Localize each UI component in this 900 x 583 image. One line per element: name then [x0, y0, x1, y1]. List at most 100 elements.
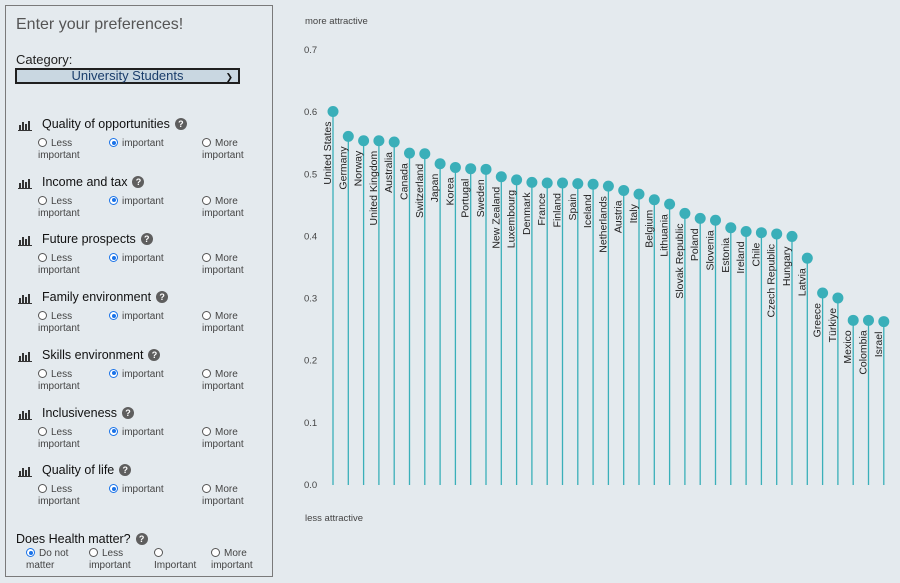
data-point[interactable]: [465, 163, 477, 175]
radio-button[interactable]: [202, 368, 211, 378]
radio-button[interactable]: [89, 548, 98, 557]
data-point[interactable]: [679, 207, 691, 219]
data-point[interactable]: [664, 198, 676, 210]
family-icon: [18, 291, 32, 305]
radio-button[interactable]: [38, 195, 47, 205]
importance-option[interactable]: More important: [202, 368, 262, 393]
radio-button[interactable]: [109, 426, 118, 436]
radio-button[interactable]: [109, 253, 118, 263]
data-point[interactable]: [648, 194, 660, 206]
data-point[interactable]: [786, 230, 798, 242]
data-point[interactable]: [740, 225, 752, 237]
data-point[interactable]: [633, 188, 645, 200]
importance-option[interactable]: important: [109, 253, 164, 265]
importance-option[interactable]: important: [109, 138, 164, 150]
data-point[interactable]: [511, 174, 523, 186]
data-point[interactable]: [342, 130, 354, 142]
help-icon[interactable]: ?: [132, 175, 145, 188]
data-point[interactable]: [572, 178, 584, 190]
data-point[interactable]: [404, 147, 415, 159]
data-point[interactable]: [419, 148, 431, 160]
importance-option[interactable]: More important: [202, 195, 262, 220]
radio-button[interactable]: [202, 426, 211, 436]
radio-button[interactable]: [109, 368, 118, 378]
data-point[interactable]: [495, 171, 507, 183]
data-point[interactable]: [725, 222, 737, 234]
country-label: Türkiye: [827, 308, 839, 343]
importance-option[interactable]: Less important: [38, 484, 84, 508]
health-option[interactable]: Important: [154, 548, 204, 572]
importance-option[interactable]: More important: [202, 253, 262, 277]
health-option[interactable]: Do not matter: [26, 548, 78, 572]
data-point[interactable]: [327, 106, 339, 118]
help-icon[interactable]: ?: [140, 233, 153, 246]
radio-button[interactable]: [211, 548, 220, 557]
data-point[interactable]: [801, 252, 813, 264]
importance-option[interactable]: important: [109, 426, 164, 439]
radio-button[interactable]: [109, 311, 118, 321]
radio-button[interactable]: [202, 253, 211, 263]
data-point[interactable]: [817, 287, 829, 299]
country-label: Switzerland: [414, 164, 426, 218]
data-point[interactable]: [618, 184, 630, 196]
data-point[interactable]: [557, 177, 568, 189]
radio-button[interactable]: [202, 138, 211, 147]
data-point[interactable]: [878, 316, 890, 328]
radio-button[interactable]: [38, 426, 47, 436]
data-point[interactable]: [602, 180, 614, 192]
data-point[interactable]: [541, 177, 553, 189]
option-label: Do not matter: [26, 548, 69, 571]
data-point[interactable]: [480, 163, 492, 175]
data-point[interactable]: [434, 158, 446, 170]
importance-option[interactable]: important: [109, 368, 164, 381]
data-point[interactable]: [388, 136, 400, 148]
radio-button[interactable]: [109, 195, 118, 205]
radio-button[interactable]: [202, 311, 211, 321]
data-point[interactable]: [832, 292, 844, 304]
radio-button[interactable]: [26, 548, 35, 557]
importance-option[interactable]: important: [109, 484, 164, 496]
health-option[interactable]: More important: [211, 548, 263, 572]
data-point[interactable]: [373, 135, 385, 147]
data-point[interactable]: [526, 176, 538, 188]
importance-option[interactable]: Less important: [38, 253, 84, 277]
data-point[interactable]: [587, 178, 599, 190]
radio-button[interactable]: [109, 484, 118, 494]
importance-option[interactable]: important: [109, 311, 164, 323]
importance-option[interactable]: Less important: [38, 311, 84, 335]
data-point[interactable]: [755, 227, 767, 239]
radio-button[interactable]: [202, 195, 211, 205]
data-point[interactable]: [358, 135, 370, 147]
importance-option[interactable]: More important: [202, 484, 262, 508]
help-icon[interactable]: ?: [148, 348, 161, 361]
data-point[interactable]: [710, 214, 721, 226]
data-point[interactable]: [771, 228, 783, 240]
radio-button[interactable]: [154, 548, 163, 557]
radio-button[interactable]: [38, 311, 47, 321]
help-icon[interactable]: ?: [122, 406, 135, 419]
importance-option[interactable]: important: [109, 195, 164, 208]
category-select[interactable]: University Students ❯: [15, 68, 240, 84]
data-point[interactable]: [863, 314, 874, 326]
importance-option[interactable]: Less important: [38, 368, 84, 393]
radio-button[interactable]: [202, 484, 211, 494]
importance-option[interactable]: More important: [202, 138, 262, 162]
importance-option[interactable]: Less important: [38, 195, 84, 220]
importance-option[interactable]: More important: [202, 426, 262, 451]
radio-button[interactable]: [38, 138, 47, 147]
importance-option[interactable]: Less important: [38, 138, 84, 162]
help-icon[interactable]: ?: [119, 464, 132, 477]
radio-button[interactable]: [38, 253, 47, 263]
data-point[interactable]: [847, 314, 859, 326]
importance-option[interactable]: Less important: [38, 426, 84, 451]
help-icon[interactable]: ?: [135, 533, 148, 545]
help-icon[interactable]: ?: [174, 118, 187, 130]
radio-button[interactable]: [38, 484, 47, 494]
data-point[interactable]: [449, 161, 461, 173]
data-point[interactable]: [694, 212, 706, 224]
radio-button[interactable]: [38, 368, 47, 378]
health-option[interactable]: Less important: [89, 548, 141, 572]
radio-button[interactable]: [109, 138, 118, 147]
help-icon[interactable]: ?: [156, 291, 169, 304]
importance-option[interactable]: More important: [202, 311, 262, 335]
